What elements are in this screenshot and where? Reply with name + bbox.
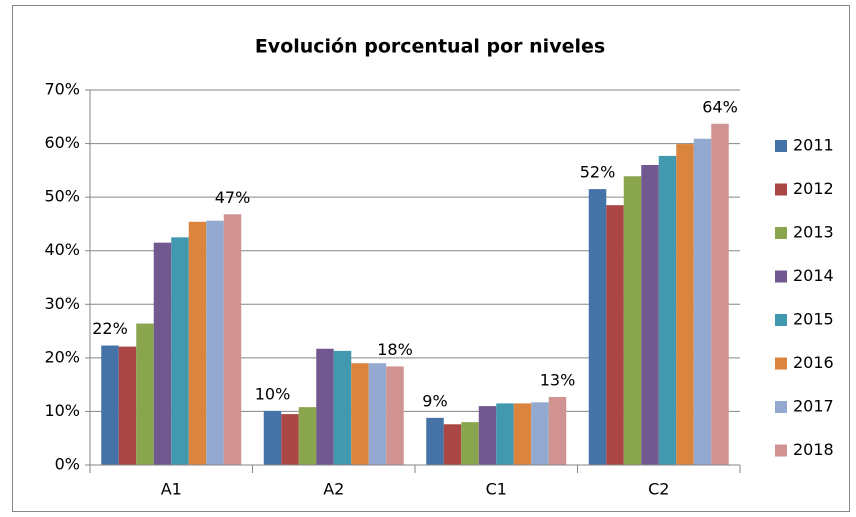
x-tick-label: C2	[648, 480, 669, 499]
data-label: 47%	[215, 188, 251, 207]
y-tick-label: 30%	[44, 294, 80, 313]
bar	[368, 363, 387, 465]
x-tick-label: C1	[486, 480, 507, 499]
y-tick-label: 40%	[44, 240, 80, 259]
y-tick-label: 70%	[44, 80, 80, 99]
bar	[136, 323, 154, 465]
legend-swatch	[775, 357, 787, 370]
bar	[496, 403, 514, 465]
legend-swatch	[775, 401, 787, 413]
x-tick-label: A2	[323, 480, 344, 499]
legend-label: 2016	[793, 353, 834, 372]
bar	[623, 176, 642, 465]
bar	[153, 242, 172, 465]
bar	[693, 138, 712, 465]
bar	[263, 410, 282, 465]
legend-label: 2013	[793, 223, 834, 242]
bar	[641, 165, 659, 465]
data-label: 52%	[580, 163, 616, 182]
legend-label: 2018	[793, 440, 834, 459]
bar	[333, 350, 352, 465]
legend-label: 2012	[793, 179, 834, 198]
x-tick-label: A1	[161, 480, 182, 499]
bar	[588, 189, 607, 465]
bar	[478, 406, 497, 465]
legend-swatch	[775, 314, 787, 326]
legend-swatch	[775, 140, 787, 152]
y-tick-label: 20%	[44, 347, 80, 366]
data-label: 64%	[702, 97, 738, 116]
bar	[531, 402, 549, 465]
bar	[386, 366, 404, 465]
bar	[281, 414, 299, 465]
data-label: 18%	[377, 340, 413, 359]
bar	[101, 345, 119, 465]
legend-swatch	[775, 183, 787, 196]
data-label: 9%	[422, 391, 447, 410]
y-tick-label: 50%	[44, 187, 80, 206]
chart-title: Evolución porcentual por niveles	[255, 36, 605, 58]
bar	[188, 221, 207, 465]
bar	[606, 205, 624, 465]
y-tick-label: 60%	[44, 133, 80, 152]
legend-swatch	[775, 227, 787, 239]
bar	[351, 363, 369, 465]
data-label: 13%	[540, 370, 576, 389]
bar	[426, 417, 444, 465]
bar	[513, 403, 532, 465]
bar	[711, 123, 729, 465]
bar	[676, 144, 694, 465]
bar	[461, 422, 479, 465]
legend-label: 2017	[793, 397, 834, 416]
bar	[171, 237, 189, 465]
legend-label: 2014	[793, 266, 834, 285]
bar	[118, 346, 137, 465]
bar	[548, 396, 567, 465]
legend-label: 2015	[793, 310, 834, 329]
y-tick-label: 10%	[44, 401, 80, 420]
bar	[443, 424, 462, 465]
bar	[206, 220, 224, 465]
bar	[658, 155, 677, 465]
legend-label: 2011	[793, 136, 834, 155]
bar	[298, 407, 317, 465]
bar	[316, 348, 334, 465]
data-label: 22%	[92, 319, 128, 338]
legend-swatch	[775, 270, 787, 283]
legend-swatch	[775, 444, 787, 457]
y-tick-label: 0%	[55, 455, 80, 474]
data-label: 10%	[255, 384, 291, 403]
bar	[223, 214, 242, 465]
